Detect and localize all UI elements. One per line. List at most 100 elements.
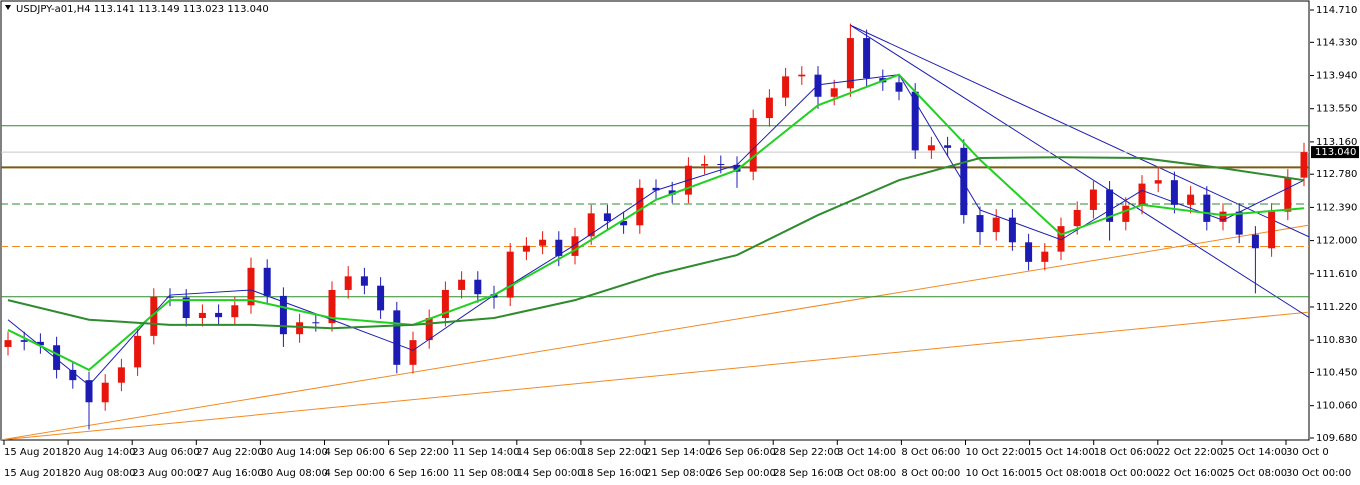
x-tick-label: 25 Oct 08:00 [1222,468,1287,479]
candle-body [1106,189,1114,222]
candle-body [360,276,368,286]
x-tick-label: 15 Oct 08:00 [1030,468,1095,479]
candle-body [1057,226,1065,252]
y-tick-label: 112.000 [1316,236,1357,247]
candle-body [1268,211,1276,249]
y-tick-label: 112.780 [1316,169,1357,180]
trend-line [1,224,1309,440]
candle-body [1138,183,1146,206]
x-tick-label: 8 Oct 06:00 [901,447,960,458]
x-tick-label: 30 Oct 0 [1286,447,1329,458]
moving-average [7,156,1305,330]
candle-body [247,267,255,306]
candle-body [539,239,547,246]
x-tick-label: 22 Oct 16:00 [1158,468,1223,479]
x-tick-label: 23 Aug 06:00 [132,447,199,458]
x-tick-label: 26 Sep 00:00 [709,468,776,479]
y-tick-label: 111.220 [1316,302,1357,313]
candle-body [587,213,595,237]
candle-body [1122,205,1130,222]
candle-body [1041,251,1049,262]
x-tick-label: 25 Oct 14:00 [1222,447,1287,458]
candle-body [101,382,109,403]
y-tick-label: 113.160 [1316,137,1357,148]
x-tick-label: 3 Oct 14:00 [837,447,896,458]
x-tick-label: 10 Oct 22:00 [966,447,1031,458]
candle-body [1170,180,1178,205]
candle-body [4,340,12,347]
x-tick-label: 20 Aug 14:00 [68,447,135,458]
menu-icon[interactable] [5,5,11,10]
x-tick-label: 4 Sep 06:00 [325,447,385,458]
trend-line [1,311,1309,440]
candle-body [814,74,822,97]
candle-body [668,190,676,195]
candle-body [603,213,611,222]
candle-body [1089,189,1097,210]
candle-body [117,367,125,383]
y-tick-label: 113.940 [1316,71,1357,82]
candle-body [198,312,206,319]
price-box-label: 113.040 [1315,147,1356,158]
candle-body [279,295,287,335]
x-tick-label: 21 Sep 14:00 [645,447,712,458]
candle-body [976,215,984,233]
y-tick-label: 110.830 [1316,335,1357,346]
candle-body [1251,234,1259,249]
candle-body [1235,211,1243,235]
candle-body [1203,194,1211,222]
moving-average [7,74,1305,386]
candle-body [1284,177,1292,212]
candle-body [1187,194,1195,205]
x-tick-label: 21 Sep 08:00 [645,468,712,479]
candle-body [652,187,660,191]
x-tick-label: 11 Sep 14:00 [453,447,520,458]
candle-body [296,322,304,335]
y-tick-label: 112.390 [1316,202,1357,213]
candle-body [1300,152,1308,178]
x-tick-label: 22 Oct 22:00 [1158,447,1223,458]
candle-body [312,322,320,324]
x-tick-label: 28 Sep 22:00 [773,447,840,458]
candle-body [377,285,385,311]
candle-body [69,369,77,381]
price-box [1311,146,1359,159]
candle-body [150,296,158,336]
x-tick-label: 23 Aug 00:00 [132,468,199,479]
candle-body [53,345,61,370]
y-tick-label: 109.680 [1316,433,1357,444]
x-tick-label: 27 Aug 16:00 [196,468,263,479]
candle-body [749,118,757,172]
candle-body [166,296,174,298]
x-tick-label: 14 Sep 00:00 [517,468,584,479]
x-tick-label: 18 Sep 16:00 [581,468,648,479]
x-tick-label: 10 Oct 16:00 [966,468,1031,479]
candle-body [1154,180,1162,184]
x-tick-label: 30 Oct 00:00 [1286,468,1351,479]
x-tick-label: 28 Sep 16:00 [773,468,840,479]
candle-body [927,145,935,151]
candle-body [620,221,628,226]
candle-body [636,187,644,226]
x-tick-label: 3 Oct 08:00 [837,468,896,479]
candle-body [522,245,530,252]
candle-body [863,38,871,79]
x-tick-label: 15 Oct 14:00 [1030,447,1095,458]
x-tick-label: 18 Oct 00:00 [1094,468,1159,479]
candle-body [344,276,352,290]
candle-body [571,236,579,256]
candle-body [182,297,190,319]
candle-body [85,380,93,403]
candle-body [263,267,271,296]
moving-average [7,73,1305,372]
candle-body [231,305,239,318]
candle-body [393,310,401,365]
x-tick-label: 30 Aug 14:00 [260,447,327,458]
candle-body [830,88,838,97]
candle-body [425,318,433,341]
candle-body [328,289,336,324]
x-tick-label: 6 Sep 22:00 [389,447,449,458]
candle-body [798,74,806,77]
